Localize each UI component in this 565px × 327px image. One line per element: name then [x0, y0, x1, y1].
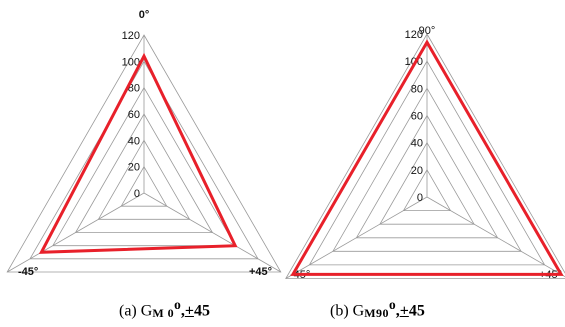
caption-a-prefix: (a) G	[119, 302, 153, 320]
tick-label-a-0: 0	[134, 188, 140, 200]
grid-ring-b-40	[379, 141, 475, 225]
grid-ring-b-20	[402, 168, 452, 212]
axis-label-a-2: -45°	[18, 266, 38, 278]
axis-label-a-1: +45°	[249, 266, 272, 278]
tick-label-b-60: 60	[411, 111, 423, 123]
spoke-b-2	[285, 196, 428, 279]
caption-b-prefix: (b) G	[330, 302, 365, 320]
caption-a-comma: ,	[180, 302, 185, 320]
caption-b-angle: 45	[408, 302, 425, 320]
spoke-a-1	[143, 192, 282, 273]
tick-label-a-80: 80	[128, 83, 140, 95]
spoke-a-2	[6, 192, 145, 273]
axis-label-a-0: 0°	[139, 9, 150, 21]
caption-a-angle: 45	[193, 302, 210, 320]
tick-label-a-120: 120	[122, 30, 140, 42]
caption-b: (b) GM90o,+45	[330, 297, 425, 320]
tick-label-a-40: 40	[128, 135, 140, 147]
tick-label-a-60: 60	[128, 109, 140, 121]
grid-ring-b-60	[355, 114, 499, 239]
grid-ring-b-100	[308, 60, 546, 266]
grid-ring-b-120	[285, 33, 565, 279]
caption-a: (a) GM 0o,+45	[119, 297, 210, 320]
series-line-b-0	[290, 39, 564, 276]
caption-b-comma: ,	[395, 302, 400, 320]
grid-ring-a-120	[6, 34, 282, 273]
tick-label-a-100: 100	[122, 56, 140, 68]
tick-label-a-20: 20	[128, 162, 140, 174]
caption-a-subscript: M 0	[152, 306, 175, 321]
grid-ring-a-60	[74, 113, 214, 233]
grid-ring-a-40	[97, 139, 191, 220]
caption-b-subscript: M90	[364, 306, 390, 321]
caption-b-degree: o	[389, 297, 396, 312]
grid-ring-b-80	[332, 87, 522, 252]
radar-chart-a: 0 20 40 60 80 100 120 0° +45° -45°	[6, 9, 282, 278]
grid-ring-a-20	[120, 165, 168, 207]
grid-ring-a-100	[29, 60, 259, 260]
caption-a-plusminus: +	[184, 302, 194, 320]
tick-label-b-80: 80	[411, 83, 423, 95]
spoke-b-1	[426, 196, 565, 278]
grid-ring-a-80	[52, 86, 236, 247]
caption-a-degree: o	[174, 297, 181, 312]
tick-label-b-40: 40	[411, 138, 423, 150]
tick-label-b-0: 0	[417, 192, 423, 204]
caption-b-plusminus: +	[399, 302, 409, 320]
tick-label-b-20: 20	[411, 165, 423, 177]
axis-label-b-0: 90°	[419, 25, 436, 37]
tick-label-b-120: 120	[405, 29, 423, 41]
series-line-a-0	[38, 52, 238, 254]
